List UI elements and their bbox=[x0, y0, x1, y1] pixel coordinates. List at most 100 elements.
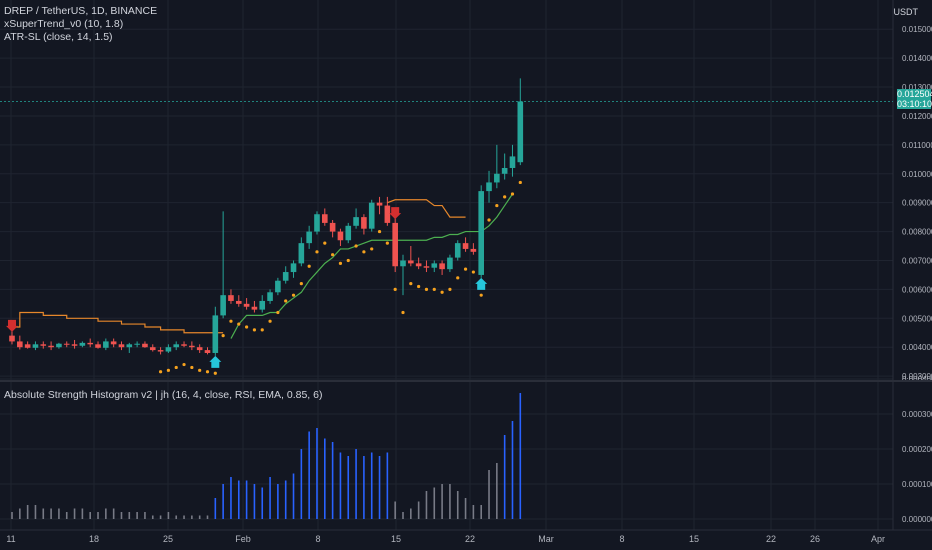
stop-dot bbox=[260, 328, 264, 332]
candle-body bbox=[71, 344, 78, 346]
candle-body bbox=[220, 295, 226, 316]
candle-body bbox=[501, 167, 508, 174]
stop-dot bbox=[315, 250, 319, 254]
time-axis-label: 15 bbox=[689, 534, 699, 544]
stop-dot bbox=[245, 325, 249, 329]
candle-body bbox=[212, 315, 219, 353]
stop-dot bbox=[229, 319, 233, 323]
stop-dot bbox=[299, 282, 303, 286]
buy-signal-arrow bbox=[209, 355, 222, 368]
candle-body bbox=[509, 156, 516, 168]
time-axis-label: 11 bbox=[6, 534, 15, 544]
candle-body bbox=[447, 257, 453, 270]
time-axis-label: 25 bbox=[163, 534, 173, 544]
candle-body bbox=[470, 248, 477, 252]
stop-dot bbox=[291, 293, 296, 297]
stop-dot bbox=[409, 282, 413, 286]
candle-body bbox=[63, 343, 70, 345]
candle-body bbox=[17, 341, 23, 348]
stop-dot bbox=[456, 276, 460, 280]
buy-signal-arrow bbox=[475, 277, 488, 290]
stop-dot bbox=[401, 310, 405, 315]
stop-dot bbox=[331, 253, 335, 257]
candle-body bbox=[345, 225, 352, 241]
candle-body bbox=[196, 347, 203, 351]
stop-dot bbox=[479, 293, 483, 297]
candle-body bbox=[392, 222, 398, 267]
time-axis-label: 26 bbox=[810, 534, 820, 544]
stop-dot bbox=[417, 284, 421, 289]
time-axis-label: 18 bbox=[89, 534, 99, 544]
stop-dot bbox=[503, 195, 507, 199]
stop-dot bbox=[463, 267, 468, 271]
candle-body bbox=[267, 292, 273, 301]
currency-unit[interactable]: USDT bbox=[893, 7, 919, 17]
candle-body bbox=[329, 222, 336, 232]
time-axis-label: 8 bbox=[619, 534, 624, 544]
stop-dot bbox=[323, 241, 327, 245]
candle-body bbox=[173, 344, 180, 348]
stop-dot bbox=[166, 368, 170, 372]
candle-body bbox=[24, 344, 31, 348]
candle-body bbox=[408, 260, 414, 264]
candle-body bbox=[103, 341, 109, 348]
stop-dot bbox=[385, 241, 389, 245]
candle-body bbox=[32, 344, 39, 348]
indicator-atr-sl-label[interactable]: ATR-SL (close, 14, 1.5) bbox=[4, 31, 113, 43]
stop-dot bbox=[370, 247, 374, 251]
candle-body bbox=[454, 243, 461, 258]
oscillator-legend[interactable]: Absolute Strength Histogram v2 | jh (16,… bbox=[4, 389, 323, 401]
candle-body bbox=[376, 202, 383, 206]
supertrend-line bbox=[12, 311, 224, 334]
candle-body bbox=[322, 214, 328, 223]
stop-dot bbox=[307, 264, 311, 268]
stop-dot bbox=[158, 370, 163, 374]
candle-body bbox=[400, 260, 406, 267]
time-axis-label: Apr bbox=[871, 534, 885, 544]
stop-dot bbox=[182, 362, 186, 367]
time-axis-label: 22 bbox=[465, 534, 475, 544]
stop-dot bbox=[276, 310, 280, 315]
candle-body bbox=[275, 280, 281, 293]
stop-dot bbox=[518, 180, 522, 185]
candle-body bbox=[134, 343, 140, 345]
stop-dot bbox=[362, 250, 366, 254]
bar-countdown: 03:10:10 bbox=[897, 99, 932, 109]
stop-dot bbox=[268, 319, 272, 323]
candle-body bbox=[306, 231, 312, 244]
candle-body bbox=[282, 272, 289, 281]
time-axis-label: Feb bbox=[235, 534, 251, 544]
stop-dot bbox=[346, 258, 350, 263]
stop-dot bbox=[284, 299, 288, 303]
candle-body bbox=[384, 205, 391, 223]
indicator-supertrend-label[interactable]: xSuperTrend_v0 (10, 1.8) bbox=[4, 18, 124, 30]
stop-dot bbox=[487, 218, 491, 222]
candle-body bbox=[95, 344, 101, 348]
candle-body bbox=[361, 217, 367, 229]
candle-body bbox=[48, 345, 54, 348]
candle-body bbox=[235, 300, 242, 304]
stop-dot bbox=[432, 287, 436, 291]
candle-body bbox=[79, 342, 86, 346]
candle-body bbox=[423, 266, 430, 268]
candle-body bbox=[9, 335, 15, 342]
time-axis-label: 22 bbox=[766, 534, 776, 544]
candle-body bbox=[478, 191, 484, 275]
candle-body bbox=[486, 182, 492, 192]
candle-body bbox=[439, 263, 445, 270]
supertrend-upper-line bbox=[387, 199, 466, 218]
candle-body bbox=[110, 341, 117, 345]
stop-dot bbox=[510, 192, 515, 196]
last-price-badge: 0.012504 03:10:10 bbox=[897, 89, 932, 109]
symbol-title[interactable]: DREP / TetherUS, 1D, BINANCE bbox=[4, 5, 158, 17]
stop-dot bbox=[354, 244, 358, 248]
candle-body bbox=[462, 243, 469, 249]
